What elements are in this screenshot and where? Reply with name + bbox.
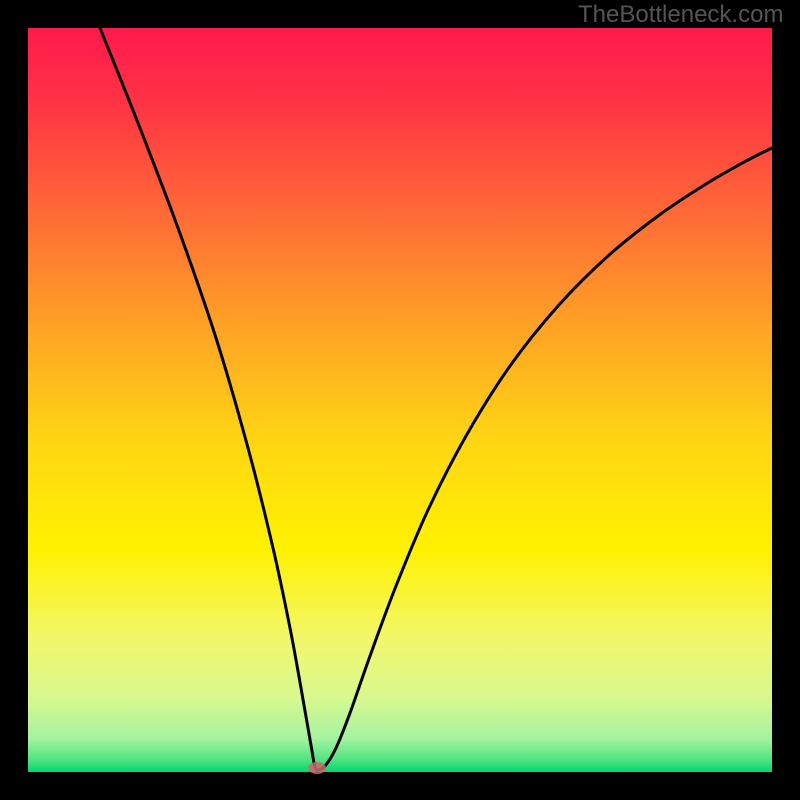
bottleneck-curve <box>28 28 772 772</box>
canvas: TheBottleneck.com <box>0 0 800 800</box>
attribution-label: TheBottleneck.com <box>578 1 783 29</box>
optimum-marker <box>308 762 326 774</box>
curve-path <box>100 28 772 770</box>
plot-area <box>28 28 772 772</box>
